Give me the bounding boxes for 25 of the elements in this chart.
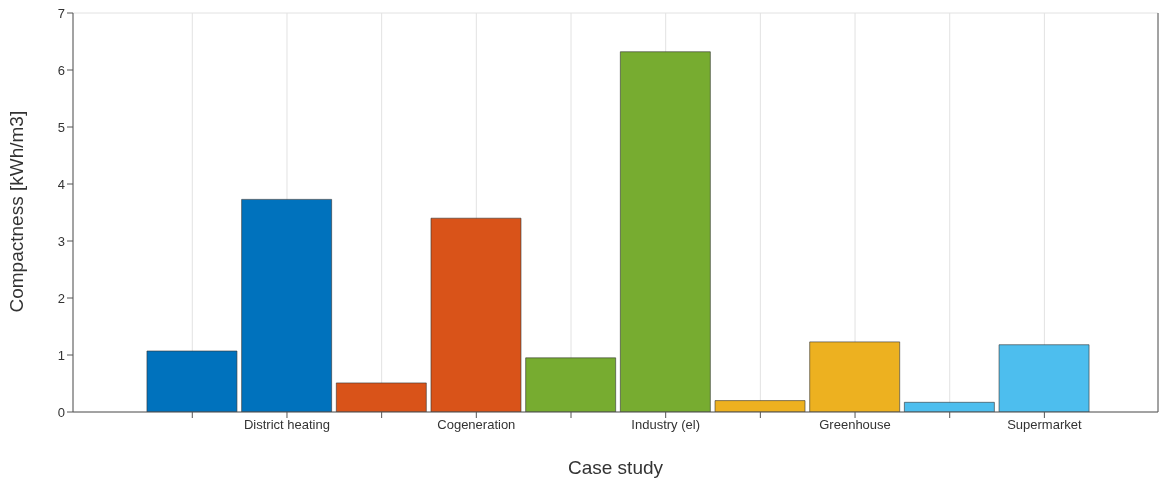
y-axis-title: Compactness [kWh/m3] <box>5 110 27 313</box>
bar <box>998 344 1090 412</box>
bar <box>714 400 806 412</box>
y-tick-label: 5 <box>57 119 65 135</box>
bar <box>146 350 238 412</box>
y-tick-label: 2 <box>57 290 65 306</box>
x-tick-label: Supermarket <box>1007 417 1082 433</box>
x-tick-label: Greenhouse <box>819 417 891 433</box>
bar <box>525 357 616 412</box>
bar <box>430 217 522 412</box>
bar <box>241 199 332 412</box>
x-axis-title: Case study <box>567 457 664 478</box>
bar <box>904 402 995 412</box>
x-tick-label: Industry (el) <box>631 417 700 433</box>
bar <box>620 51 711 412</box>
x-tick-label: Cogeneration <box>437 417 516 433</box>
x-tick-label: District heating <box>243 417 330 433</box>
bar <box>809 341 900 412</box>
y-tick-label: 0 <box>57 404 65 420</box>
y-tick-label: 1 <box>57 347 65 363</box>
y-tick-label: 4 <box>57 176 65 192</box>
bar <box>336 382 427 412</box>
y-tick-label: 7 <box>57 5 65 21</box>
y-tick-label: 3 <box>57 233 65 249</box>
y-tick-label: 6 <box>57 62 65 78</box>
